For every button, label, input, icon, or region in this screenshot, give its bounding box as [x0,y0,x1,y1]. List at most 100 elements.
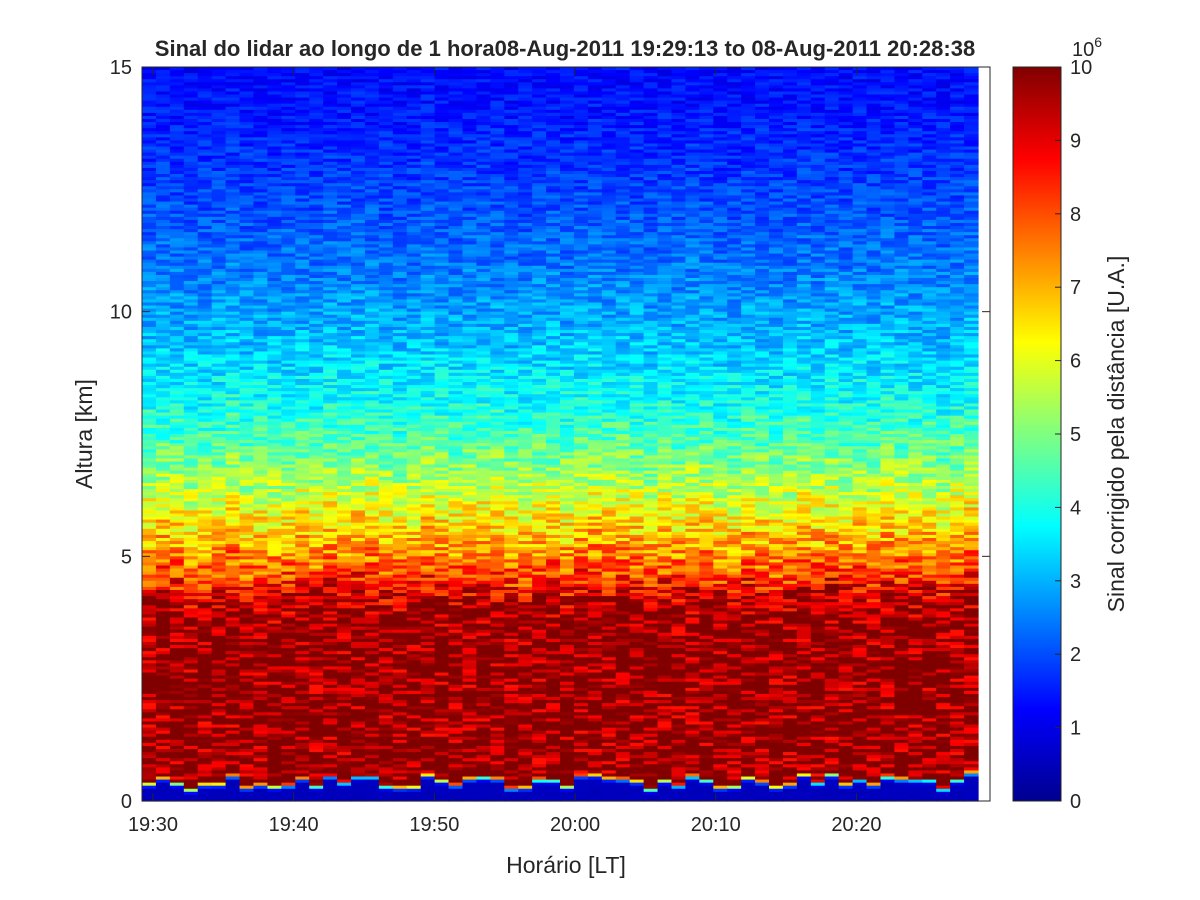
heatmap-cell [671,180,686,184]
heatmap-cell [434,213,450,218]
heatmap-cell [295,226,310,230]
heatmap-cell [894,67,909,71]
heatmap-cell [323,308,338,313]
heatmap-cell [615,180,631,184]
heatmap-cell [281,250,296,255]
heatmap-cell [392,305,408,310]
heatmap-cell [573,296,589,301]
heatmap-cell [880,146,895,151]
heatmap-cell [378,91,394,96]
heatmap-cell [351,170,366,175]
heatmap-cell [657,284,673,288]
heatmap-cell [880,216,895,221]
heatmap-cell [615,219,631,224]
heatmap-cell [225,192,241,197]
heatmap-cell [532,146,547,151]
heatmap-cell [309,262,324,267]
heatmap-cell [629,302,645,307]
heatmap-cell [727,274,742,279]
heatmap-cell [490,180,505,184]
heatmap-cell [769,226,784,230]
heatmap-cell [392,122,408,126]
heatmap-cell [490,183,505,187]
heatmap-cell [183,271,199,276]
heatmap-cell [490,109,505,114]
heatmap-cell [964,281,979,285]
heatmap-cell [546,106,561,111]
heatmap-cell [894,88,909,93]
heatmap-cell [518,216,533,221]
heatmap-cell [685,106,700,111]
heatmap-cell [657,76,673,80]
heatmap-cell [476,308,491,313]
heatmap-cell [378,109,394,114]
heatmap-cell [796,299,812,304]
heatmap-cell [629,305,645,310]
heatmap-cell [964,94,979,99]
heatmap-cell [852,247,868,252]
heatmap-cell [796,149,812,154]
heatmap-cell [796,302,812,307]
heatmap-cell [267,70,282,74]
heatmap-cell [518,271,533,276]
heatmap-cell [838,311,854,316]
heatmap-cell [880,271,895,276]
heatmap-cell [406,293,422,297]
heatmap-cell [267,161,282,166]
heatmap-cell [462,235,477,239]
heatmap-cell [699,82,714,86]
heatmap-cell [727,226,742,230]
heatmap-cell [727,305,742,310]
heatmap-cell [908,164,923,169]
heatmap-cell [587,177,603,181]
heatmap-cell [629,226,645,230]
heatmap-cell [518,198,533,203]
heatmap-cell [657,232,673,236]
heatmap-cell [323,161,338,166]
heatmap-cell [434,241,450,245]
heatmap-cell [922,250,937,255]
heatmap-cell [351,265,366,270]
heatmap-cell [434,198,450,203]
heatmap-cell [866,229,882,233]
heatmap-cell [964,302,979,307]
heatmap-cell [225,219,241,224]
heatmap-cell [267,174,282,178]
heatmap-cell [908,278,923,282]
heatmap-cell [964,183,979,187]
heatmap-cell [880,222,895,227]
heatmap-cell [211,70,227,74]
heatmap-cell [880,241,895,245]
heatmap-cell [378,164,394,169]
heatmap-cell [964,158,979,163]
heatmap-cell [364,268,380,273]
heatmap-cell [518,82,533,86]
heatmap-cell [560,73,575,77]
heatmap-cell [950,308,965,313]
heatmap-cell [281,122,296,126]
heatmap-cell [253,238,268,242]
heatmap-cell [295,70,310,74]
heatmap-cell [281,112,296,117]
heatmap-cell [351,109,366,114]
heatmap-cell [629,271,645,276]
heatmap-cell [810,79,826,83]
heatmap-cell [197,232,213,236]
heatmap-cell [253,161,268,166]
heatmap-cell [225,189,241,193]
heatmap-cell [323,201,338,206]
heatmap-cell [142,241,157,245]
heatmap-cell [323,76,338,80]
heatmap-cell [281,109,296,114]
heatmap-cell [504,177,519,181]
heatmap-cell [810,311,826,316]
heatmap-cell [351,180,366,184]
heatmap-cell [155,189,171,193]
heatmap-cell [587,76,603,80]
heatmap-cell [392,155,408,160]
heatmap-cell [281,259,296,264]
heatmap-cell [142,167,157,172]
heatmap-cell [866,118,882,123]
heatmap-cell [518,149,533,154]
heatmap-cell [323,247,338,252]
